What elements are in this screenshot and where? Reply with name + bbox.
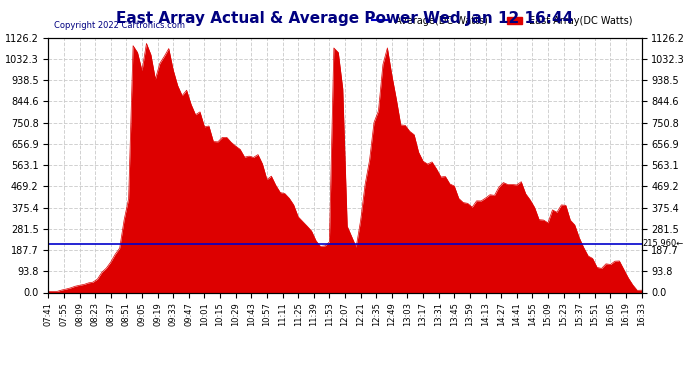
Legend: Average(DC Watts), East Array(DC Watts): Average(DC Watts), East Array(DC Watts) [368,12,637,30]
Text: East Array Actual & Average Power Wed Jan 12 16:44: East Array Actual & Average Power Wed Ja… [117,11,573,26]
Text: Copyright 2022 Cartronics.com: Copyright 2022 Cartronics.com [55,21,185,30]
Text: 215.960←: 215.960← [643,239,684,248]
